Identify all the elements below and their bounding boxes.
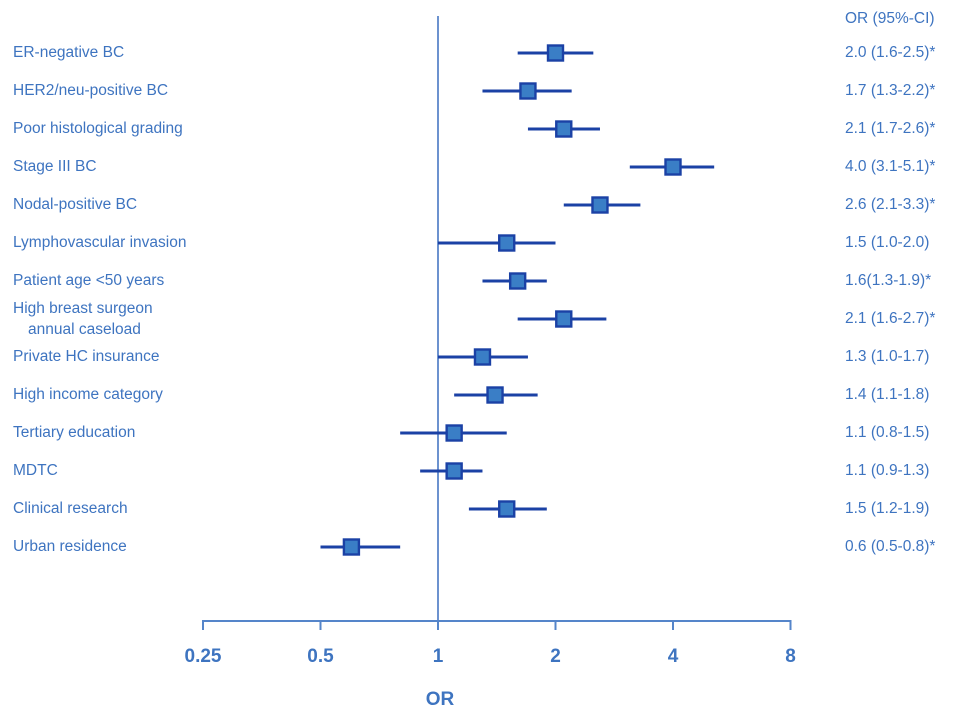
row-label: Tertiary education	[13, 424, 136, 441]
row-label: MDTC	[13, 462, 58, 479]
row-value: 1.4 (1.1-1.8)	[845, 386, 930, 403]
row-label: High breast surgeon annual caseload	[13, 298, 153, 340]
row-label: ER-negative BC	[13, 44, 125, 61]
row-label: Private HC insurance	[13, 348, 160, 365]
point-marker	[486, 386, 504, 404]
point-marker	[445, 462, 463, 480]
row-label: HER2/neu-positive BC	[13, 82, 169, 99]
point-marker	[591, 196, 609, 214]
x-axis-title: OR	[425, 689, 455, 710]
row-label-line1: High breast surgeon	[13, 300, 153, 317]
tick-label-0.5: 0.5	[307, 646, 334, 667]
point-marker	[508, 272, 527, 290]
tick-label-2: 2	[550, 646, 561, 667]
point-marker	[498, 500, 516, 518]
row-value: 1.6(1.3-1.9)*	[845, 272, 932, 289]
row-label-line2: annual caseload	[28, 321, 141, 338]
row-label: High income category	[13, 386, 163, 403]
row-value: 2.1 (1.7-2.6)*	[845, 120, 936, 137]
row-value: 1.1 (0.8-1.5)	[845, 424, 930, 441]
point-marker	[519, 82, 537, 100]
row-value: 0.6 (0.5-0.8)*	[845, 538, 936, 555]
row-label: Clinical research	[13, 500, 128, 517]
point-marker	[342, 538, 361, 556]
row-value: 1.5 (1.2-1.9)	[845, 500, 930, 517]
row-label: Nodal-positive BC	[13, 196, 138, 213]
row-value: 1.7 (1.3-2.2)*	[845, 82, 936, 99]
row-value: 2.1 (1.6-2.7)*	[845, 310, 936, 327]
point-marker	[546, 44, 565, 62]
row-label: Poor histological grading	[13, 120, 183, 137]
tick-label-8: 8	[785, 646, 796, 667]
point-marker	[664, 158, 682, 176]
row-value: 1.5 (1.0-2.0)	[845, 234, 930, 251]
tick-label-1: 1	[432, 646, 444, 667]
row-value: 1.3 (1.0-1.7)	[845, 348, 930, 365]
row-value: 2.0 (1.6-2.5)*	[845, 44, 936, 61]
row-label: Stage III BC	[13, 158, 97, 175]
point-marker	[555, 310, 573, 328]
row-label: Urban residence	[13, 538, 127, 555]
row-value: 2.6 (2.1-3.3)*	[845, 196, 936, 213]
tick-label-0.25: 0.25	[184, 646, 222, 667]
tick-label-4: 4	[667, 646, 679, 667]
point-marker	[445, 424, 463, 442]
point-marker	[473, 348, 492, 366]
row-label: Lymphovascular invasion	[13, 234, 187, 251]
point-marker	[555, 120, 573, 138]
point-marker	[498, 234, 516, 252]
row-value: 1.1 (0.9-1.3)	[845, 462, 930, 479]
row-label: Patient age <50 years	[13, 272, 165, 289]
or-ci-column-header: OR (95%-CI)	[845, 10, 935, 27]
row-value: 4.0 (3.1-5.1)*	[845, 158, 936, 175]
